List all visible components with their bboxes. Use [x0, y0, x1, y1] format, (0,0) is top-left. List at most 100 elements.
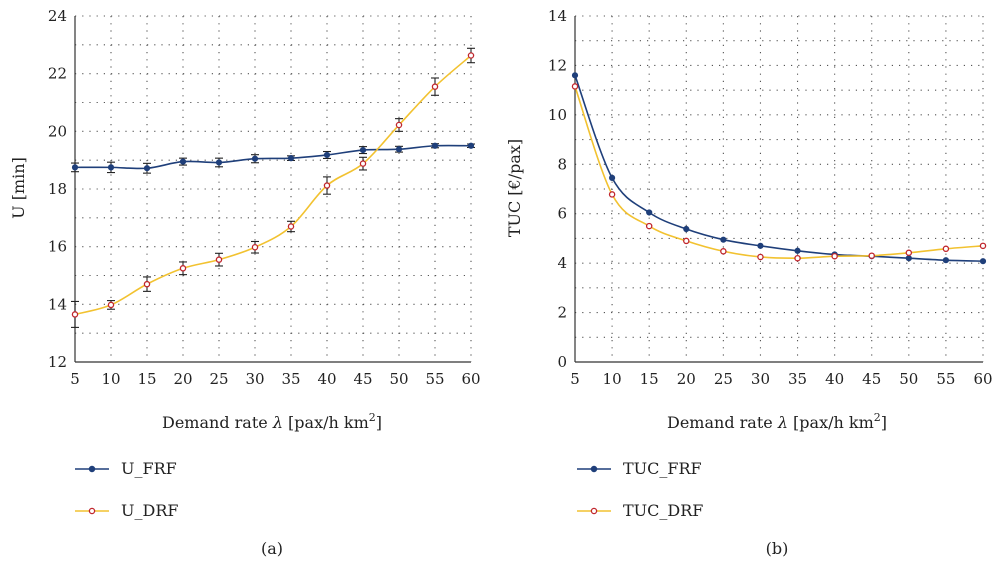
chart-b-x-tick-label: 15: [640, 370, 659, 388]
chart-b-panel-label: (b): [766, 539, 789, 558]
point-u-drf: [251, 243, 259, 251]
chart-b-x-tick-label: 30: [751, 370, 770, 388]
chart-a-x-tick-label: 45: [353, 370, 372, 388]
chart-b-y-tick-label: 4: [557, 254, 567, 272]
point-tuc-drf: [683, 237, 690, 245]
point-u-drf: [467, 52, 475, 59]
point-u-frf: [179, 158, 187, 165]
point-u-frf: [431, 142, 439, 149]
point-u-frf: [323, 151, 331, 159]
chart-b-x-tick-label: 50: [899, 370, 918, 388]
chart-a-xlabel-close: ]: [376, 413, 382, 432]
point-tuc-frf: [942, 257, 950, 264]
chart-b-xlabel-prefix: Demand rate: [667, 413, 778, 432]
point-u-drf: [323, 182, 331, 189]
point-u-frf: [143, 165, 151, 172]
legend-item-tuc-frf: TUC_FRF: [577, 459, 702, 478]
chart-a-x-tick-label: 5: [70, 370, 80, 388]
chart-b-y-tick-label: 10: [548, 106, 567, 124]
point-u-drf: [107, 301, 115, 309]
point-tuc-frf: [794, 247, 801, 254]
point-tuc-frf: [683, 225, 690, 233]
point-u-frf: [395, 146, 403, 153]
point-u-drf: [431, 83, 439, 90]
point-tuc-frf: [571, 72, 579, 79]
point-tuc-drf: [942, 245, 950, 253]
chart-a-ylabel: U [min]: [9, 157, 28, 219]
chart-a-x-tick-label: 20: [173, 370, 192, 388]
chart-b-series: [571, 72, 987, 265]
point-u-drf: [179, 265, 187, 272]
point-u-frf: [215, 159, 223, 166]
chart-a-x-tick-label: 15: [137, 370, 156, 388]
point-tuc-frf: [720, 236, 727, 243]
point-tuc-frf: [757, 242, 764, 249]
point-tuc-drf: [571, 83, 579, 90]
chart-b-x-tick-label: 40: [825, 370, 844, 388]
chart-b-ticks: 5 10 15 20 25 30 35 40 45 50 55 60 0 2 4 6 8 10 12 14: [548, 7, 993, 388]
legend-item-u-drf: U_DRF: [75, 501, 178, 520]
point-tuc-drf: [757, 253, 764, 261]
chart-a-y-tick-label: 14: [48, 295, 67, 313]
chart-a: 5 10 15 20 25 30 35 40 45 50 55 60 12 14 16 18 20 22 24 U …: [9, 7, 481, 558]
chart-a-xlabel-prefix: Demand rate: [162, 413, 273, 432]
chart-b-x-tick-label: 55: [936, 370, 955, 388]
legend-label-u-drf: U_DRF: [121, 501, 178, 520]
chart-a-y-tick-label: 16: [48, 238, 67, 256]
chart-b-xlabel-sup: 2: [874, 411, 881, 424]
point-tuc-frf: [608, 174, 616, 181]
point-u-frf: [107, 164, 115, 171]
series-line-tuc-drf: [574, 86, 984, 260]
chart-a-xlabel-unit: [pax/h km: [283, 413, 369, 432]
chart-a-x-tick-label: 30: [245, 370, 264, 388]
chart-b-xlabel: Demand rate λ [pax/h km2]: [667, 411, 887, 432]
chart-b-legend: TUC_FRF TUC_DRF: [577, 459, 703, 520]
legend-label-u-frf: U_FRF: [121, 459, 177, 478]
chart-b-x-tick-label: 35: [788, 370, 807, 388]
chart-b-y-tick-label: 0: [557, 353, 567, 371]
chart-b-y-tick-label: 12: [548, 56, 567, 74]
chart-b-y-tick-label: 6: [557, 205, 567, 223]
point-u-drf: [395, 121, 403, 129]
chart-b-grid: [575, 15, 984, 362]
point-tuc-drf: [645, 222, 653, 230]
chart-b: 5 10 15 20 25 30 35 40 45 50 55 60 0 2 4 6 8 10 12 14 TUC […: [505, 7, 993, 558]
chart-b-x-tick-label: 60: [973, 370, 992, 388]
series-line-tuc-frf: [574, 75, 984, 262]
point-u-drf: [215, 256, 223, 263]
point-u-frf: [251, 155, 259, 162]
chart-a-axes: [74, 16, 471, 363]
chart-a-y-tick-label: 22: [48, 65, 67, 83]
point-tuc-drf: [979, 242, 987, 250]
point-u-drf: [143, 280, 151, 288]
point-u-frf: [359, 146, 367, 154]
chart-a-y-tick-label: 24: [48, 7, 67, 25]
point-tuc-drf: [794, 254, 801, 262]
chart-a-y-tick-label: 18: [48, 180, 67, 198]
chart-b-xlabel-close: ]: [881, 413, 887, 432]
point-u-drf: [287, 223, 295, 230]
chart-b-xlabel-symbol: λ: [777, 413, 788, 432]
series-line-u-frf: [74, 144, 472, 170]
chart-a-xlabel-sup: 2: [369, 411, 376, 424]
legend-item-u-frf: U_FRF: [75, 459, 177, 478]
chart-a-x-tick-label: 40: [317, 370, 336, 388]
point-u-frf: [71, 164, 79, 171]
point-tuc-drf: [720, 248, 727, 255]
chart-b-y-tick-label: 8: [557, 155, 567, 173]
legend-label-tuc-frf: TUC_FRF: [623, 459, 702, 478]
chart-a-series: [71, 47, 475, 328]
chart-b-y-tick-label: 2: [557, 304, 567, 322]
point-tuc-drf: [905, 249, 913, 257]
chart-a-y-tick-label: 20: [48, 122, 67, 140]
point-u-frf: [287, 155, 295, 162]
chart-b-x-tick-label: 25: [714, 370, 733, 388]
legend-label-tuc-drf: TUC_DRF: [623, 501, 703, 520]
chart-b-x-tick-label: 45: [862, 370, 881, 388]
point-tuc-frf: [905, 255, 912, 262]
chart-b-x-tick-label: 5: [570, 370, 580, 388]
chart-a-grid: [75, 15, 472, 362]
point-tuc-drf: [868, 252, 875, 259]
chart-b-ylabel: TUC [€/pax]: [505, 139, 524, 237]
